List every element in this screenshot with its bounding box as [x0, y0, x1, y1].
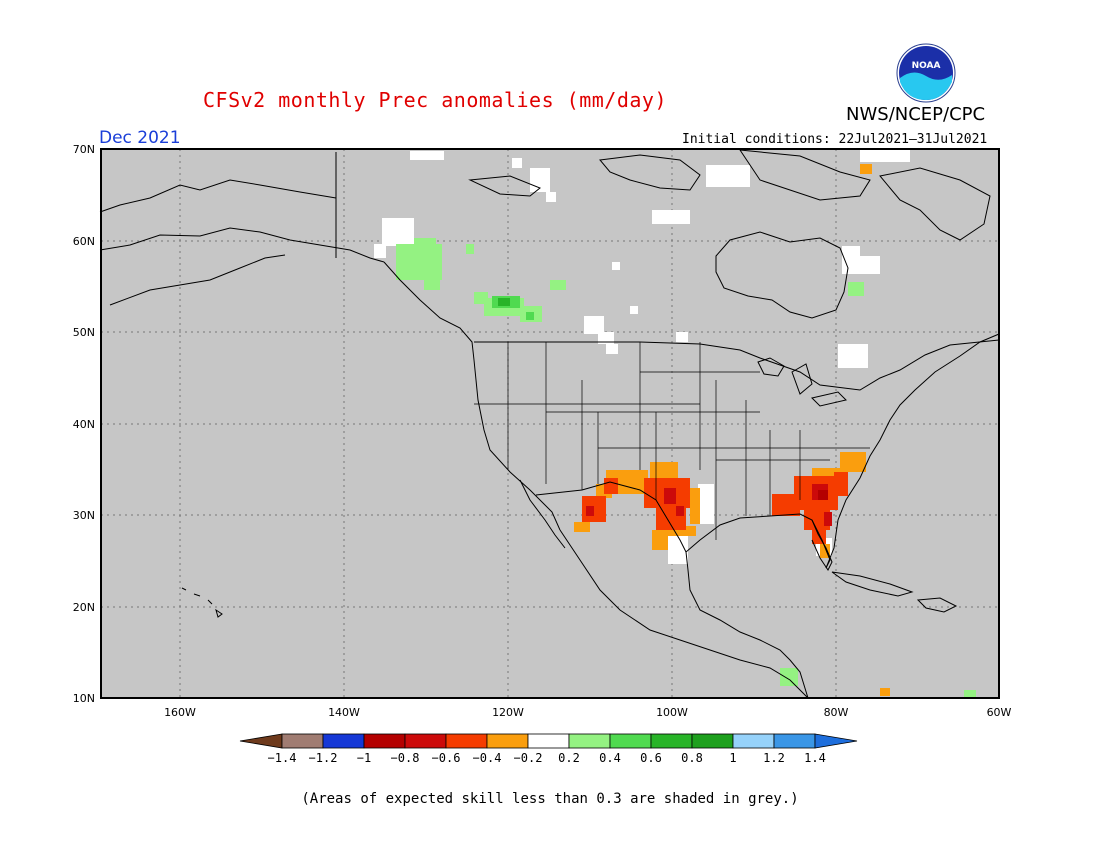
- lat-label-60n: 60N: [73, 235, 95, 248]
- colorbar-tick-label: 1.4: [804, 751, 826, 765]
- coastlines: [99, 149, 1000, 699]
- colorbar-tick-label: 0.6: [640, 751, 662, 765]
- map-background: [101, 149, 999, 698]
- colorbar-box: [445, 733, 488, 749]
- colorbar-box: [609, 733, 652, 749]
- lat-label-30n: 30N: [73, 509, 95, 522]
- colorbar-tick-label: −0.6: [432, 751, 461, 765]
- lon-label-120w: 120W: [492, 706, 524, 719]
- anomaly-cells: [374, 150, 976, 698]
- lat-label-10n: 10N: [73, 692, 95, 705]
- colorbar-box: [568, 733, 611, 749]
- lat-label-20n: 20N: [73, 601, 95, 614]
- latitude-labels: 70N 60N 50N 40N 30N 20N 10N: [73, 143, 95, 705]
- colorbar-tick-label: 0.2: [558, 751, 580, 765]
- lon-label-140w: 140W: [328, 706, 360, 719]
- colorbar-tick-label: −1.4: [268, 751, 297, 765]
- longitude-labels: 160W 140W 120W 100W 80W 60W: [164, 706, 1011, 719]
- colorbar-box: [650, 733, 693, 749]
- colorbar-arrow-left: [239, 733, 283, 749]
- colorbar-tick-label: −0.8: [391, 751, 420, 765]
- skill-footnote: (Areas of expected skill less than 0.3 a…: [301, 791, 799, 807]
- colorbar-box: [486, 733, 529, 749]
- colorbar-tick-label: −1.2: [309, 751, 338, 765]
- colorbar: −1.4 −1.2 −1 −0.8 −0.6 −0.4 −0.2 0.2 0.4 0.6 0.8 1 1…: [239, 733, 858, 765]
- colorbar-box: [527, 733, 570, 749]
- colorbar-arrow-right: [814, 733, 858, 749]
- chart-title: CFSv2 monthly Prec anomalies (mm/day): [202, 88, 668, 112]
- colorbar-tick-label: −0.2: [514, 751, 543, 765]
- lon-label-160w: 160W: [164, 706, 196, 719]
- map-frame: [100, 148, 1000, 699]
- colorbar-tick-label: 1.2: [763, 751, 785, 765]
- colorbar-boxes: [239, 733, 858, 749]
- lat-label-50n: 50N: [73, 326, 95, 339]
- lon-label-100w: 100W: [656, 706, 688, 719]
- colorbar-box: [691, 733, 734, 749]
- colorbar-box: [363, 733, 406, 749]
- colorbar-tick-label: −1: [357, 751, 371, 765]
- noaa-logo-text: NOAA: [912, 61, 941, 71]
- colorbar-box: [773, 733, 816, 749]
- agency-label: NWS/NCEP/CPC: [846, 104, 986, 125]
- colorbar-tick-label: −0.4: [473, 751, 502, 765]
- colorbar-labels: −1.4 −1.2 −1 −0.8 −0.6 −0.4 −0.2 0.2 0.4 0.6 0.8 1 1…: [268, 751, 826, 765]
- colorbar-box: [322, 733, 365, 749]
- colorbar-box: [732, 733, 775, 749]
- lat-label-40n: 40N: [73, 418, 95, 431]
- lon-label-60w: 60W: [987, 706, 1012, 719]
- colorbar-tick-label: 1: [729, 751, 736, 765]
- colorbar-tick-label: 0.4: [599, 751, 621, 765]
- colorbar-tick-label: 0.8: [681, 751, 703, 765]
- grid-lines: [101, 149, 999, 698]
- colorbar-box: [404, 733, 447, 749]
- colorbar-box: [281, 733, 324, 749]
- initial-conditions: Initial conditions: 22Jul2021–31Jul2021: [682, 132, 988, 147]
- lon-label-80w: 80W: [824, 706, 849, 719]
- noaa-logo-icon: NOAA: [896, 43, 956, 103]
- forecast-month: Dec 2021: [99, 128, 181, 148]
- lat-label-70n: 70N: [73, 143, 95, 156]
